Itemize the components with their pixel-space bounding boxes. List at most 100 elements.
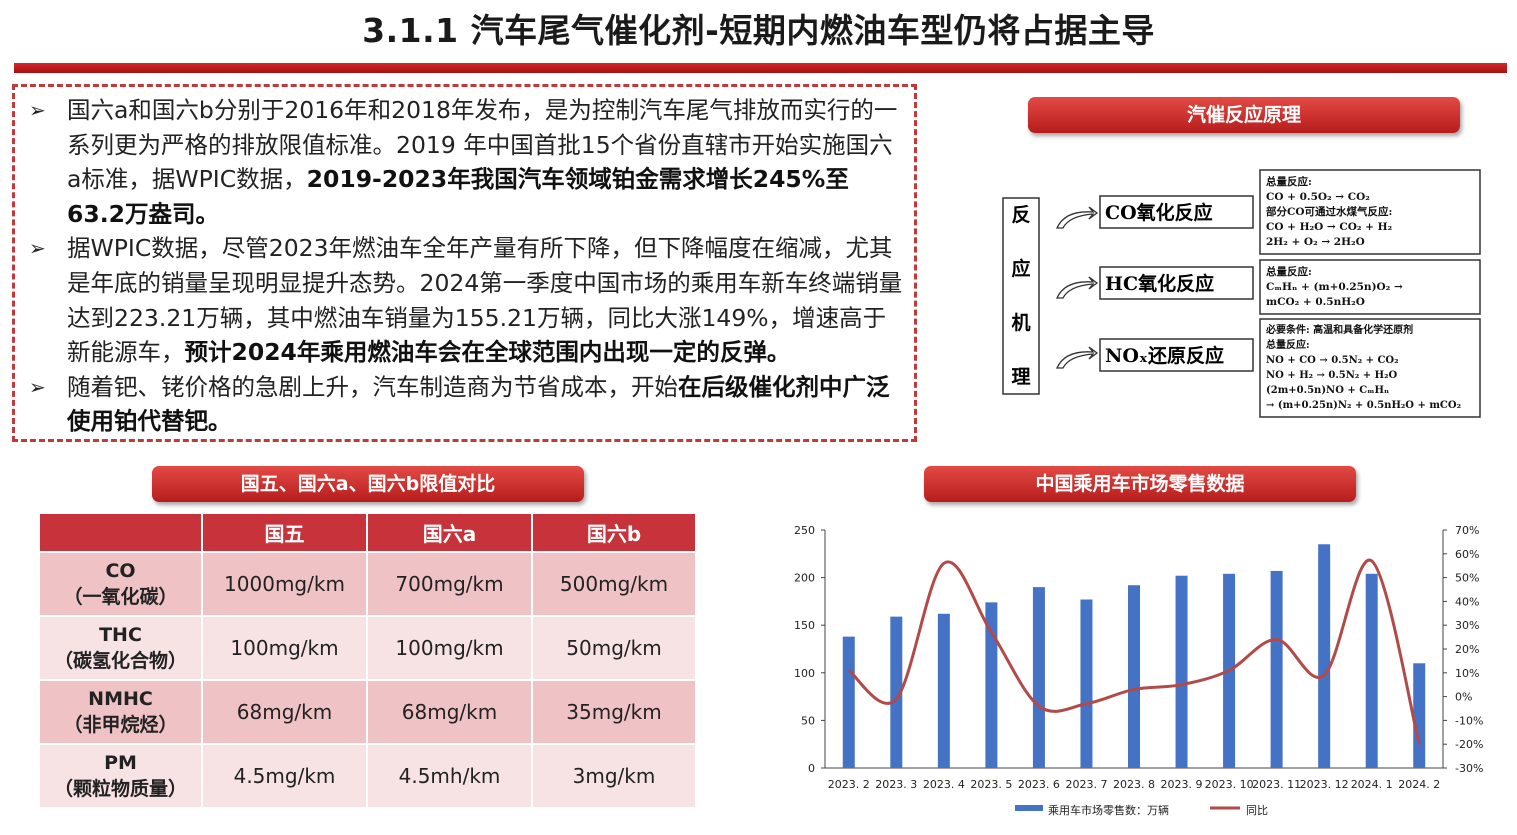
bar bbox=[1080, 599, 1093, 768]
y-right-tick-label: -10% bbox=[1455, 714, 1483, 727]
bullet-arrow-icon: ➢ bbox=[29, 236, 46, 261]
table-header-row: 国五 国六a 国六b bbox=[40, 514, 697, 551]
bar bbox=[1175, 575, 1188, 768]
equation-line: (2m+0.5n)NO + CₘHₙ bbox=[1266, 385, 1389, 396]
x-tick-label: 2023. 8 bbox=[1113, 778, 1155, 791]
side-char: 应 bbox=[1011, 257, 1030, 280]
equation-box-nox bbox=[1259, 318, 1481, 418]
bullet-arrow-icon: ➢ bbox=[29, 374, 46, 399]
table-row: NMHC （非甲烷烃） 68mg/km 68mg/km 35mg/km bbox=[40, 679, 697, 743]
table-cell: 100mg/km bbox=[368, 615, 533, 679]
y-left-tick-label: 0 bbox=[808, 762, 815, 775]
x-tick-label: 2023. 7 bbox=[1065, 778, 1107, 791]
curved-arrow-icon bbox=[1055, 346, 1099, 369]
row-header: THC （碳氢化合物） bbox=[40, 615, 203, 679]
equation-line: CO + 0.5O₂ → CO₂ bbox=[1266, 191, 1370, 203]
x-tick-label: 2023. 12 bbox=[1300, 778, 1349, 791]
row-header: CO （一氧化碳） bbox=[40, 551, 203, 615]
x-tick-label: 2023. 9 bbox=[1161, 778, 1203, 791]
equation-line: 总量反应: bbox=[1266, 175, 1312, 188]
bullet-2-bold: 预计2024年乘用燃油车会在全球范围内出现一定的反弹。 bbox=[184, 338, 791, 367]
table-header-cell: 国六b bbox=[533, 514, 697, 551]
y-right-tick-label: 70% bbox=[1455, 524, 1479, 537]
table-cell: 50mg/km bbox=[533, 615, 697, 679]
bar bbox=[1365, 573, 1378, 768]
page-title: 3.1.1 汽车尾气催化剂-短期内燃油车型仍将占据主导 bbox=[362, 11, 1155, 50]
y-left-tick-label: 50 bbox=[801, 714, 815, 727]
bar bbox=[1032, 587, 1045, 768]
bullet-3-text: 随着钯、铑价格的急剧上升，汽车制造商为节省成本，开始 bbox=[67, 372, 678, 401]
bullet-3: ➢ 随着钯、铑价格的急剧上升，汽车制造商为节省成本，开始在后级催化剂中广泛使用铂… bbox=[29, 370, 906, 439]
row-header: NMHC （非甲烷烃） bbox=[40, 679, 203, 743]
table-cell: 700mg/km bbox=[368, 551, 533, 615]
equation-line: 2H₂ + O₂ → 2H₂O bbox=[1266, 236, 1365, 248]
legend-bar-label: 乘用车市场零售数：万辆 bbox=[1048, 803, 1169, 817]
bullet-arrow-icon: ➢ bbox=[29, 98, 46, 122]
side-char: 反 bbox=[1011, 204, 1030, 226]
bar bbox=[890, 616, 903, 768]
y-right-tick-label: 20% bbox=[1455, 643, 1479, 656]
equation-line: CₘHₙ + (m+0.25n)O₂ → bbox=[1266, 281, 1403, 293]
y-right-tick-label: -20% bbox=[1455, 738, 1483, 751]
y-right-tick-label: 50% bbox=[1455, 572, 1479, 585]
x-tick-label: 2023. 10 bbox=[1205, 778, 1254, 791]
bullet-2: ➢ 据WPIC数据，尽管2023年燃油车全年产量有所下降，但下降幅度在缩减，尤其… bbox=[29, 231, 906, 369]
bar bbox=[1318, 544, 1331, 768]
retail-sales-chart: 0 50 100 150 200 250 -30% -20% -10% 0% 10% 20% 30% 40… bbox=[794, 524, 1483, 817]
equation-line: mCO₂ + 0.5nH₂O bbox=[1266, 296, 1365, 308]
legend-line-label: 同比 bbox=[1246, 804, 1268, 817]
row-header: PM （颗粒物质量） bbox=[40, 743, 203, 807]
reaction-box-nox bbox=[1099, 338, 1254, 372]
table-cell: 3mg/km bbox=[533, 743, 697, 807]
legend-bar-swatch bbox=[1015, 805, 1043, 811]
mechanism-side-box bbox=[1002, 197, 1040, 395]
table-cell: 4.5mh/km bbox=[368, 743, 533, 807]
equation-line: CO + H₂O → CO₂ + H₂ bbox=[1266, 221, 1393, 233]
table-header-cell: 国六a bbox=[368, 514, 533, 551]
y-right-tick-label: 40% bbox=[1455, 595, 1479, 608]
x-tick-label: 2023. 4 bbox=[923, 778, 965, 791]
reaction-box-co bbox=[1099, 195, 1254, 229]
curved-arrow-icon bbox=[1055, 206, 1099, 229]
equation-line: → (m+0.25n)N₂ + 0.5nH₂O + mCO₂ bbox=[1266, 400, 1461, 411]
y-right-tick-label: 60% bbox=[1455, 548, 1479, 561]
table-row: THC （碳氢化合物） 100mg/km 100mg/km 50mg/km bbox=[40, 615, 697, 679]
y-right-tick-label: 10% bbox=[1455, 667, 1479, 680]
title-underline-bar bbox=[14, 63, 1507, 73]
chart-header: 中国乘用车市场零售数据 bbox=[924, 466, 1356, 502]
reaction-box-hc bbox=[1099, 266, 1254, 300]
equation-line: NO + CO → 0.5N₂ + CO₂ bbox=[1266, 355, 1399, 366]
reaction-label-nox: NOₓ还原反应 bbox=[1105, 344, 1224, 367]
bullet-1: ➢ 国六a和国六b分别于2016年和2018年发布，是为控制汽车尾气排放而实行的… bbox=[29, 93, 906, 231]
mechanism-header: 汽催反应原理 bbox=[1028, 97, 1460, 133]
table-cell: 35mg/km bbox=[533, 679, 697, 743]
equation-box-co bbox=[1259, 169, 1481, 255]
x-tick-label: 2024. 1 bbox=[1351, 778, 1393, 791]
x-tick-label: 2023. 5 bbox=[970, 778, 1012, 791]
table-cell: 68mg/km bbox=[203, 679, 368, 743]
x-tick-label: 2023. 2 bbox=[828, 778, 870, 791]
bullet-1-bold: 2019-2023年我国汽车领域铂金需求增长245%至 63.2万盎司。 bbox=[67, 165, 849, 228]
equation-line: 部分CO可通过水煤气反应: bbox=[1266, 205, 1392, 218]
x-tick-label: 2023. 11 bbox=[1252, 778, 1301, 791]
y-left-tick-label: 100 bbox=[794, 667, 815, 680]
bar bbox=[842, 636, 855, 768]
x-tick-label: 2024. 2 bbox=[1398, 778, 1440, 791]
table-row: CO （一氧化碳） 1000mg/km 700mg/km 500mg/km bbox=[40, 551, 697, 615]
bar bbox=[1413, 663, 1426, 768]
side-char: 理 bbox=[1011, 366, 1030, 388]
bullet-2-text: 据WPIC数据，尽管2023年燃油车全年产量有所下降，但下降幅度在缩减，尤其是年… bbox=[67, 234, 903, 367]
table-cell: 4.5mg/km bbox=[203, 743, 368, 807]
bullet-1-text: 国六a和国六b分别于2016年和2018年发布，是为控制汽车尾气排放而实行的一系… bbox=[67, 96, 898, 194]
bar bbox=[937, 613, 950, 768]
reaction-label-co: CO氧化反应 bbox=[1105, 201, 1213, 224]
curved-arrow-icon bbox=[1055, 276, 1099, 299]
equation-line: 总量反应: bbox=[1266, 338, 1310, 351]
equation-box-hc bbox=[1259, 259, 1481, 315]
y-left-tick-label: 200 bbox=[794, 572, 815, 585]
limits-header: 国五、国六a、国六b限值对比 bbox=[152, 466, 584, 502]
y-right-tick-label: 30% bbox=[1455, 619, 1479, 632]
yoy-line bbox=[847, 558, 1421, 745]
bar bbox=[985, 602, 998, 768]
table-cell: 68mg/km bbox=[368, 679, 533, 743]
